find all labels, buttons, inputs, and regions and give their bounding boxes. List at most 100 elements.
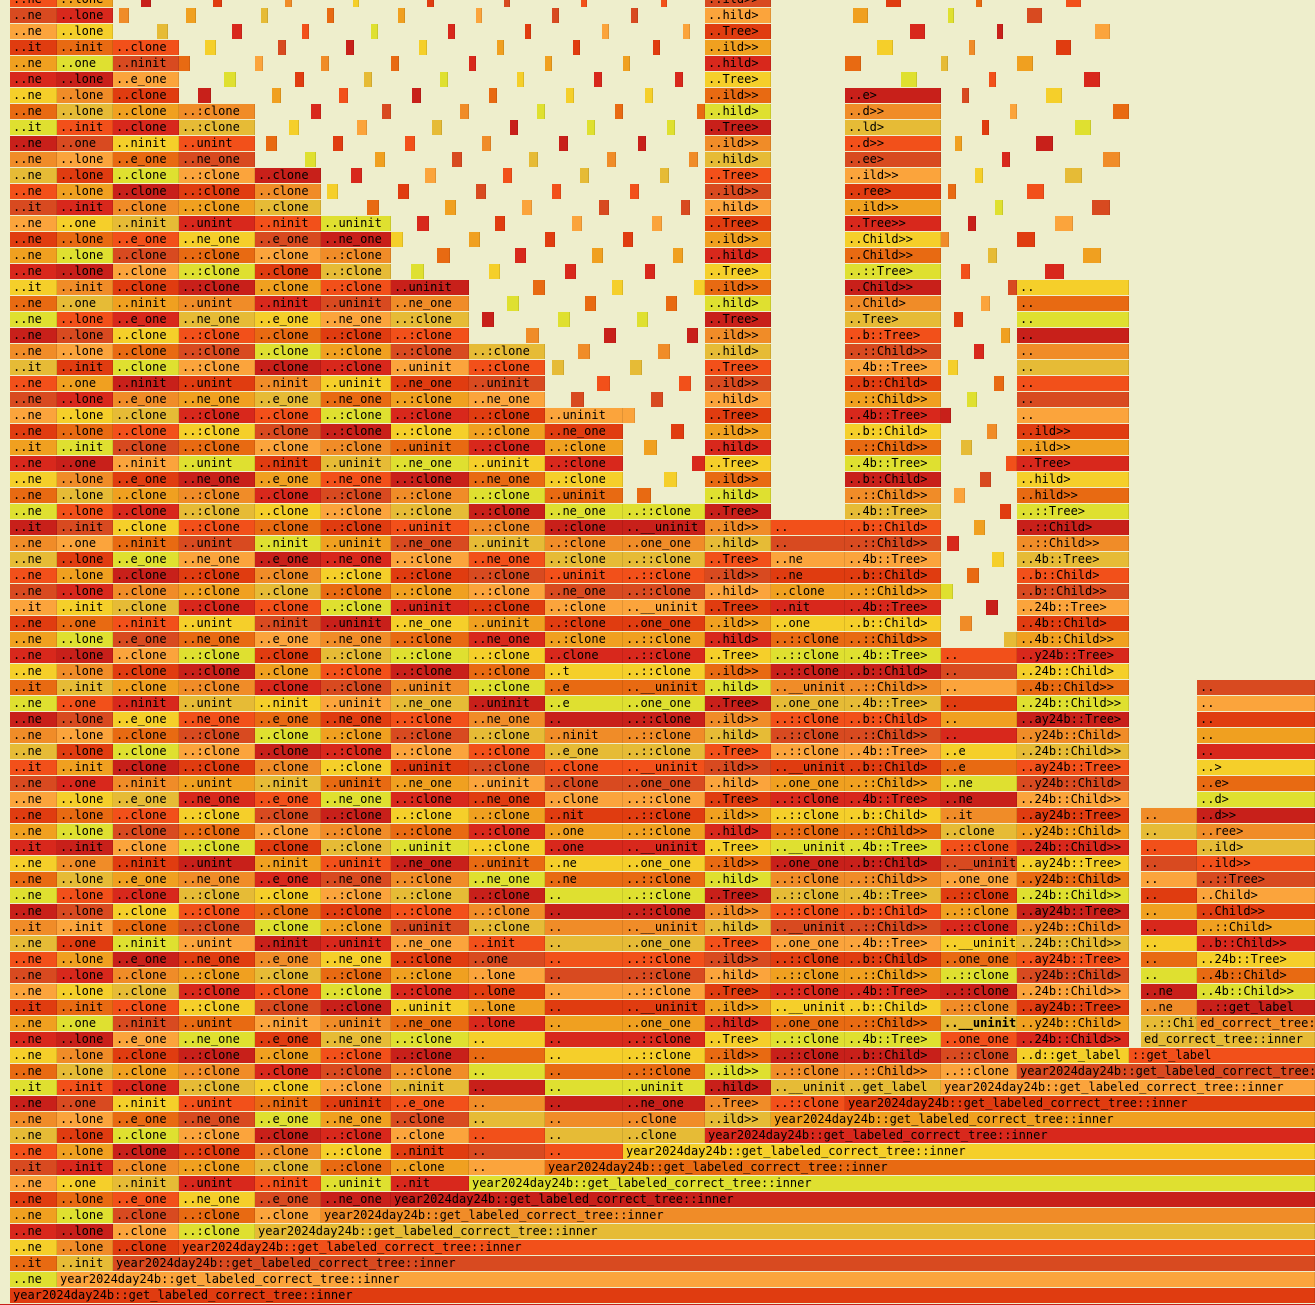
stack-frame[interactable]: ..ne_one: [391, 696, 469, 711]
tip-sliver[interactable]: [694, 280, 705, 295]
stack-frame[interactable]: ..clone: [113, 40, 179, 55]
stack-frame[interactable]: ..>: [1197, 760, 1315, 775]
tip-sliver[interactable]: [367, 200, 379, 215]
stack-frame[interactable]: ..one: [545, 824, 623, 839]
stack-frame[interactable]: ..it: [10, 760, 57, 775]
tip-sliver[interactable]: [1002, 152, 1010, 167]
tip-sliver[interactable]: [941, 584, 953, 599]
stack-frame[interactable]: ..:clone: [179, 504, 255, 519]
stack-frame[interactable]: ..clone: [255, 504, 321, 519]
stack-frame[interactable]: ..hild>: [705, 344, 771, 359]
stack-frame[interactable]: ..clone: [113, 120, 179, 135]
stack-frame[interactable]: ..one_one: [623, 936, 705, 951]
stack-frame[interactable]: ..clone: [255, 1128, 321, 1143]
tip-sliver[interactable]: [941, 408, 951, 423]
stack-frame[interactable]: ..:clone: [391, 968, 469, 983]
tip-sliver[interactable]: [565, 264, 576, 279]
stack-frame[interactable]: ..Tree>: [705, 456, 771, 471]
stack-frame[interactable]: ..Tree>: [705, 168, 771, 183]
stack-frame[interactable]: ..lone: [57, 344, 113, 359]
stack-frame[interactable]: ..:clone: [321, 824, 391, 839]
stack-frame[interactable]: ..:clone: [469, 808, 545, 823]
stack-frame[interactable]: ..:clone: [469, 504, 545, 519]
stack-frame[interactable]: ..nit: [771, 600, 845, 615]
stack-frame[interactable]: ..Child>: [1197, 888, 1315, 903]
stack-frame[interactable]: ..ne_one: [321, 1192, 391, 1207]
stack-frame[interactable]: ..unint: [179, 296, 255, 311]
stack-frame[interactable]: ..lone: [57, 1224, 113, 1239]
stack-frame[interactable]: ..:clone: [321, 328, 391, 343]
stack-frame[interactable]: ..it: [10, 520, 57, 535]
stack-frame[interactable]: ..::clone: [771, 1096, 845, 1111]
stack-frame[interactable]: ..::clone: [623, 648, 705, 663]
stack-frame[interactable]: ..ne: [10, 1176, 57, 1191]
stack-frame[interactable]: ..e_one: [255, 632, 321, 647]
stack-frame[interactable]: ..lone: [57, 472, 113, 487]
tip-sliver[interactable]: [630, 360, 642, 375]
tip-sliver[interactable]: [476, 8, 482, 23]
stack-frame[interactable]: ..clone: [255, 344, 321, 359]
tip-sliver[interactable]: [566, 88, 574, 103]
stack-frame[interactable]: ..:clone: [469, 840, 545, 855]
stack-frame[interactable]: ..::clone: [623, 952, 705, 967]
stack-frame[interactable]: ..:clone: [545, 456, 623, 471]
stack-frame[interactable]: ..:clone: [321, 424, 391, 439]
stack-frame[interactable]: ..: [545, 1112, 623, 1127]
stack-frame[interactable]: ..b::Child>: [845, 808, 941, 823]
stack-frame[interactable]: ..clone: [113, 1224, 179, 1239]
stack-frame[interactable]: ..ninit: [255, 536, 321, 551]
tip-sliver[interactable]: [681, 200, 690, 215]
stack-frame[interactable]: ..Tree>: [705, 1096, 771, 1111]
stack-frame[interactable]: ..nit: [545, 808, 623, 823]
stack-frame[interactable]: ..::clone: [771, 728, 845, 743]
stack-frame[interactable]: ..e>: [1197, 776, 1315, 791]
stack-frame[interactable]: ..:clone: [321, 984, 391, 999]
stack-frame[interactable]: ..e_one: [255, 232, 321, 247]
stack-frame[interactable]: ..clone: [255, 680, 321, 695]
stack-frame[interactable]: ..:clone: [179, 200, 255, 215]
stack-frame[interactable]: ..: [941, 664, 1017, 679]
stack-frame[interactable]: ..ne: [10, 888, 57, 903]
stack-frame[interactable]: ..clone: [255, 568, 321, 583]
stack-frame[interactable]: ..lone: [57, 1032, 113, 1047]
tip-sliver[interactable]: [947, 536, 959, 551]
stack-frame[interactable]: ..ne: [545, 856, 623, 871]
stack-frame[interactable]: ..ild>>: [705, 0, 771, 7]
stack-frame[interactable]: ..clone: [623, 1112, 705, 1127]
stack-frame[interactable]: ..e_one: [255, 872, 321, 887]
stack-frame[interactable]: ..clone: [113, 1064, 179, 1079]
tip-sliver[interactable]: [901, 72, 917, 87]
stack-frame[interactable]: ..Child>>: [845, 280, 941, 295]
stack-frame[interactable]: ..hild>: [705, 920, 771, 935]
stack-frame[interactable]: ..y24b::Child>: [1017, 968, 1129, 983]
stack-frame[interactable]: ..lone: [469, 984, 545, 999]
stack-frame[interactable]: ..ild>>: [705, 904, 771, 919]
stack-frame[interactable]: ..: [1017, 392, 1129, 407]
stack-frame[interactable]: ..: [1141, 936, 1197, 951]
stack-frame[interactable]: ..b::Child>: [845, 1048, 941, 1063]
tip-sliver[interactable]: [697, 104, 705, 119]
tip-sliver[interactable]: [351, 168, 362, 183]
stack-frame[interactable]: ..lone: [57, 232, 113, 247]
stack-frame[interactable]: ..ne: [10, 936, 57, 951]
stack-frame[interactable]: ..init: [57, 200, 113, 215]
tip-sliver[interactable]: [644, 440, 657, 455]
stack-frame[interactable]: ..ne: [1141, 984, 1197, 999]
stack-frame[interactable]: ..:clone: [179, 1224, 255, 1239]
stack-frame[interactable]: ..ne_one: [469, 712, 545, 727]
stack-frame[interactable]: ..ne_one: [623, 1096, 705, 1111]
stack-frame[interactable]: ..::Child>>: [845, 680, 941, 695]
stack-frame[interactable]: ..lone: [57, 0, 113, 7]
stack-frame[interactable]: ..ne: [10, 184, 57, 199]
stack-frame[interactable]: ..uninit: [469, 376, 545, 391]
tip-sliver[interactable]: [517, 72, 524, 87]
stack-frame[interactable]: ..uninit: [469, 776, 545, 791]
stack-frame[interactable]: ..::clone: [623, 792, 705, 807]
stack-frame[interactable]: ..ne: [10, 664, 57, 679]
tip-sliver[interactable]: [954, 488, 965, 503]
stack-frame[interactable]: ..init: [57, 1160, 113, 1175]
stack-frame[interactable]: ..ne_one: [391, 296, 469, 311]
tip-sliver[interactable]: [986, 600, 998, 615]
tip-sliver[interactable]: [510, 120, 518, 135]
stack-frame[interactable]: ..lone: [57, 824, 113, 839]
